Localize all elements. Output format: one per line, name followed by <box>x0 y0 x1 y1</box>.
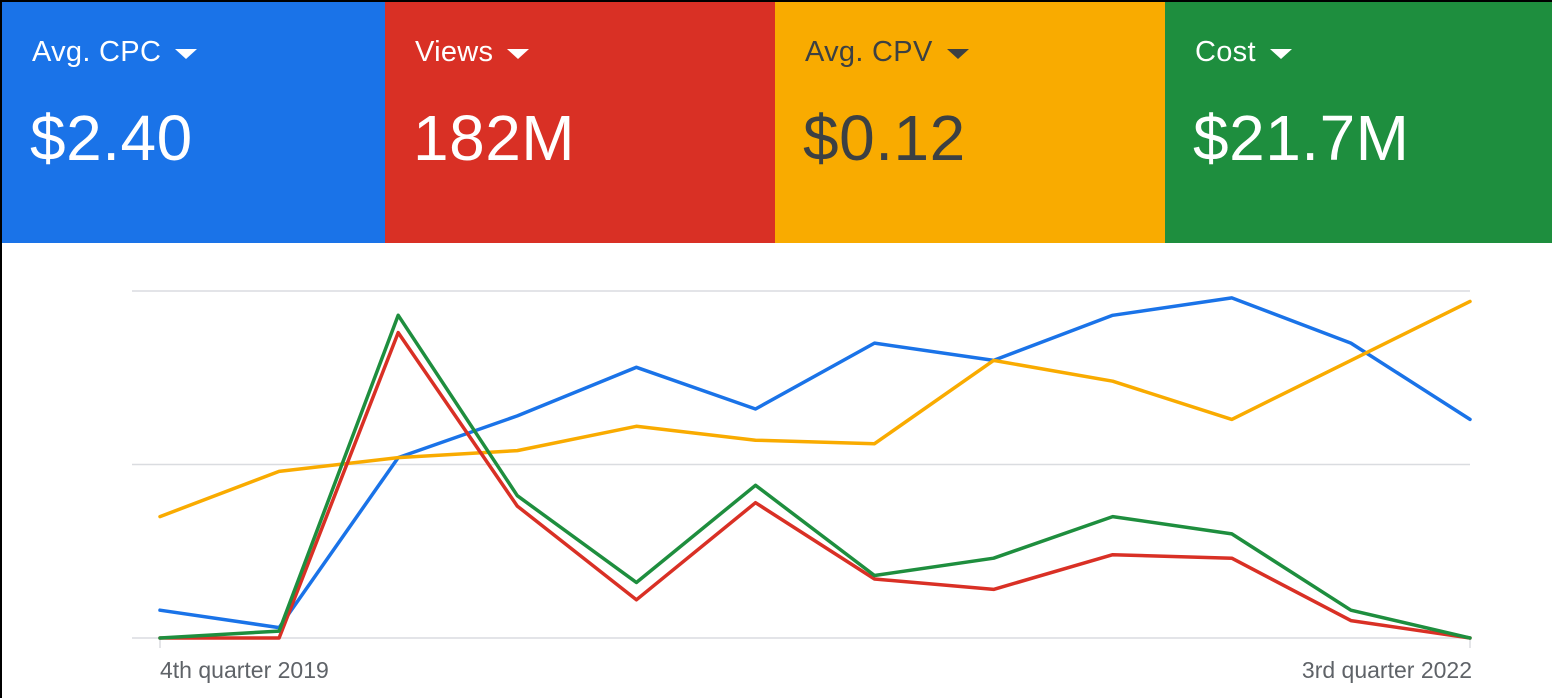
series-line-views[interactable] <box>158 330 1472 640</box>
scorecard-avg-cpc[interactable]: Avg. CPC $2.40 <box>2 2 385 243</box>
frame-border-left <box>0 0 2 698</box>
dropdown-caret-icon[interactable] <box>946 49 969 59</box>
series-line-avg-cpv[interactable] <box>158 299 1472 519</box>
dropdown-caret-icon[interactable] <box>175 49 198 59</box>
metric-selector[interactable]: Cost <box>1195 36 1292 69</box>
line-chart <box>132 290 1472 648</box>
metric-selector[interactable]: Avg. CPC <box>32 36 198 69</box>
scorecard-views[interactable]: Views 182M <box>385 2 775 243</box>
scorecard-cost[interactable]: Cost $21.7M <box>1165 2 1552 243</box>
metric-label: Avg. CPC <box>32 36 162 68</box>
metric-selector[interactable]: Avg. CPV <box>805 36 969 69</box>
performance-chart: 4th quarter 2019 3rd quarter 2022 <box>0 243 1552 698</box>
dropdown-caret-icon[interactable] <box>1269 49 1292 59</box>
frame-border-top <box>0 0 1552 2</box>
metric-label: Avg. CPV <box>805 36 933 68</box>
series-line-avg-cpc[interactable] <box>158 296 1472 630</box>
metric-label: Views <box>415 36 494 68</box>
metric-value: $0.12 <box>803 102 966 174</box>
metric-value: $21.7M <box>1193 102 1410 174</box>
metric-value: 182M <box>413 102 576 174</box>
scorecard-row: Avg. CPC $2.40 Views 182M Avg. CPV $0.12… <box>2 2 1552 243</box>
x-axis-start-label: 4th quarter 2019 <box>160 657 329 683</box>
scorecard-avg-cpv[interactable]: Avg. CPV $0.12 <box>775 2 1165 243</box>
series-line-cost[interactable] <box>158 313 1472 640</box>
dropdown-caret-icon[interactable] <box>507 49 530 59</box>
metric-label: Cost <box>1195 36 1256 68</box>
x-axis-end-label: 3rd quarter 2022 <box>1301 657 1472 683</box>
metric-selector[interactable]: Views <box>415 36 530 69</box>
metric-value: $2.40 <box>30 102 193 174</box>
